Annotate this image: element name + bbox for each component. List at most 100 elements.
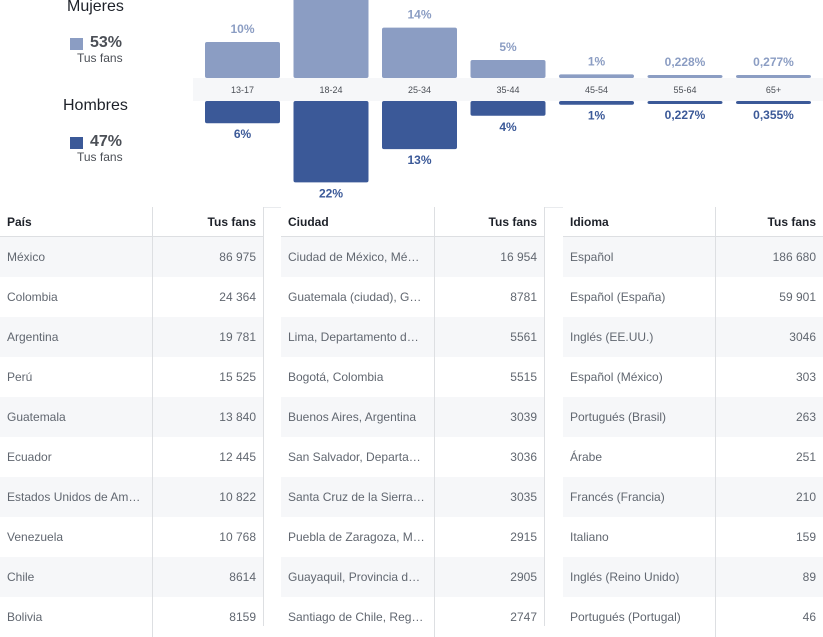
- table-row: Estados Unidos de Am… 10 822: [0, 477, 263, 517]
- language-fans-cell: 59 901: [779, 290, 816, 304]
- city-fans-cell: 3036: [510, 450, 537, 464]
- city-fans-cell: 2905: [434, 557, 544, 597]
- language-fans-cell: 210: [715, 477, 823, 517]
- city-name-cell: Santiago de Chile, Reg…: [281, 597, 435, 637]
- women-data-label: 1%: [588, 54, 606, 68]
- language-fans-cell: 89: [715, 557, 823, 597]
- legend-women-title: Mujeres: [67, 0, 124, 15]
- country-fans-cell: 15 525: [219, 370, 256, 384]
- country-fans-cell: 12 445: [219, 450, 256, 464]
- legend-men-pct: 47%: [90, 133, 123, 150]
- table-row: México 86 975: [0, 236, 263, 277]
- language-fans-cell: 251: [795, 450, 816, 464]
- women-data-label: 0,228%: [665, 55, 706, 69]
- language-name-cell: Español: [563, 236, 716, 277]
- table-row: Bogotá, Colombia 5515: [281, 357, 544, 397]
- table-row: Guatemala (ciudad), G… 8781: [281, 277, 544, 317]
- women-data-label: 0,277%: [753, 55, 794, 69]
- language-name-cell: Italiano: [563, 517, 716, 557]
- city-name-cell: Bogotá, Colombia: [281, 357, 435, 397]
- country-name-cell: Venezuela: [0, 517, 153, 557]
- legend-women-sub: Tus fans: [77, 51, 123, 65]
- country-name-cell: Chile: [0, 557, 153, 597]
- country-name-cell: Ecuador: [0, 437, 153, 477]
- women-bar: [647, 75, 723, 78]
- language-name-cell: Español (España): [563, 277, 716, 317]
- city-fans-cell: 3035: [434, 477, 544, 517]
- men-data-label: 13%: [407, 153, 431, 167]
- men-data-label: 6%: [234, 127, 252, 141]
- women-data-label: 10%: [230, 22, 254, 36]
- women-bar: [736, 75, 811, 78]
- men-bar: [647, 101, 723, 104]
- men-bar: [293, 101, 369, 183]
- country-fans-cell: 24 364: [219, 290, 256, 304]
- men-bar: [382, 101, 457, 150]
- country-name-cell: Colombia: [0, 277, 153, 317]
- language-fans-cell: 263: [715, 397, 823, 437]
- country-fans-cell: 13 840: [152, 397, 263, 437]
- women-bar: [470, 60, 546, 78]
- table-row: San Salvador, Departa… 3036: [281, 437, 544, 477]
- table-row: Inglés (EE.UU.) 3046: [563, 317, 823, 357]
- city-fans-cell: 2747: [510, 610, 537, 624]
- table-row: Portugués (Portugal) 46: [563, 597, 823, 637]
- country-header[interactable]: País: [0, 207, 153, 237]
- city-name-cell: San Salvador, Departa…: [281, 437, 435, 477]
- table-row: Santa Cruz de la Sierra… 3035: [281, 477, 544, 517]
- women-bar: [293, 0, 369, 78]
- language-header[interactable]: Idioma: [563, 207, 716, 237]
- language-fans-cell: 159: [795, 530, 816, 544]
- language-fans-cell: 3046: [715, 317, 823, 357]
- table-row: Italiano 159: [563, 517, 823, 557]
- country-name-cell: Argentina: [0, 317, 153, 357]
- women-bar: [382, 27, 457, 79]
- table-row: Argentina 19 781: [0, 317, 263, 357]
- city-fans-cell: 3039: [434, 397, 544, 437]
- men-data-label: 22%: [319, 186, 343, 200]
- table-row: Lima, Departamento d… 5561: [281, 317, 544, 357]
- table-row: Inglés (Reino Unido) 89: [563, 557, 823, 597]
- legend-men-title: Hombres: [63, 97, 128, 114]
- women-data-label: 14%: [407, 8, 431, 22]
- women-bar: [205, 42, 280, 78]
- city-fans-cell: 5515: [510, 370, 537, 384]
- table-row: Guatemala 13 840: [0, 397, 263, 437]
- city-fans-cell: 16 954: [434, 236, 544, 277]
- men-data-label: 1%: [588, 109, 606, 123]
- city-name-cell: Guayaquil, Provincia d…: [281, 557, 435, 597]
- language-table: Idioma Tus fans Español 186 680 Español (E…: [563, 207, 823, 637]
- age-tick-label: 45-54: [585, 85, 608, 95]
- table-row: Español (México) 303: [563, 357, 823, 397]
- city-fans-header[interactable]: Tus fans: [434, 207, 544, 237]
- country-fans-cell: 10 822: [152, 477, 263, 517]
- legend-women-pct: 53%: [90, 34, 123, 51]
- table-row: Francés (Francia) 210: [563, 477, 823, 517]
- age-gender-chart: 10% 6% 13-17 22% 18-24 14% 13% 25-34 5% 4% 35-44 1%…: [193, 0, 823, 200]
- country-fans-header[interactable]: Tus fans: [152, 207, 263, 237]
- table-row: Español 186 680: [563, 236, 823, 277]
- age-tick-label: 25-34: [408, 85, 431, 95]
- city-header[interactable]: Ciudad: [281, 207, 435, 237]
- language-name-cell: Árabe: [563, 437, 716, 477]
- country-fans-cell: 19 781: [152, 317, 263, 357]
- country-fans-cell: 10 768: [219, 530, 256, 544]
- table-row: Ciudad de México, Mé… 16 954: [281, 236, 544, 277]
- language-name-cell: Español (México): [563, 357, 716, 397]
- men-bar: [559, 101, 634, 105]
- women-data-label: 5%: [499, 40, 517, 54]
- city-name-cell: Puebla de Zaragoza, M…: [281, 517, 435, 557]
- country-fans-cell: 8614: [152, 557, 263, 597]
- table-row: Árabe 251: [563, 437, 823, 477]
- language-name-cell: Portugués (Portugal): [563, 597, 716, 637]
- city-name-cell: Guatemala (ciudad), G…: [281, 277, 435, 317]
- legend-women-swatch: [70, 38, 83, 50]
- men-data-label: 0,227%: [665, 108, 706, 122]
- men-bar: [736, 101, 811, 104]
- city-table: Ciudad Tus fans Ciudad de México, Mé… 16 …: [281, 207, 544, 637]
- language-fans-cell: 186 680: [715, 236, 823, 277]
- table-row: Portugués (Brasil) 263: [563, 397, 823, 437]
- language-name-cell: Francés (Francia): [563, 477, 716, 517]
- language-fans-header[interactable]: Tus fans: [715, 207, 823, 237]
- table-divider: [263, 207, 264, 626]
